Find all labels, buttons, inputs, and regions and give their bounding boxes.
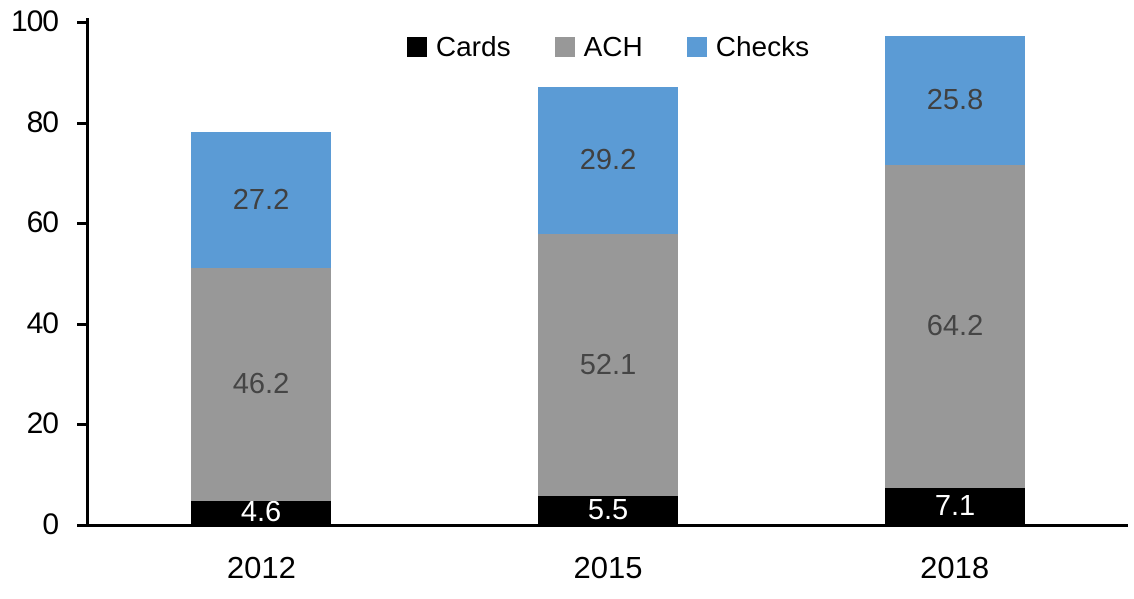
bar-segment-cards: 5.5 (538, 493, 678, 526)
y-axis-tick (77, 222, 86, 225)
y-axis-tick-label: 0 (42, 508, 59, 541)
y-axis-line (86, 18, 89, 527)
legend-label-checks: Checks (715, 31, 810, 62)
legend-label-ach: ACH (583, 31, 643, 62)
legend-swatch-ach (554, 37, 575, 57)
bar-segment-checks: 29.2 (538, 87, 678, 235)
legend-item-checks: Checks (686, 31, 810, 62)
bar-segment-ach: 52.1 (538, 234, 678, 497)
y-axis-tick-label: 20 (26, 407, 59, 441)
bar-segment-value-label: 4.6 (240, 495, 282, 528)
bar-segment-value-label: 64.2 (926, 310, 984, 343)
x-axis-category-label: 2018 (920, 550, 990, 585)
bar-segment-value-label: 46.2 (232, 368, 290, 401)
bar-segment-cards: 7.1 (885, 488, 1025, 524)
y-axis-tick-label: 100 (10, 5, 59, 38)
x-axis-category-label: 2015 (573, 550, 643, 585)
legend-label-cards: Cards (435, 31, 511, 62)
legend-swatch-cards (406, 37, 427, 57)
bar-segment-value-label: 29.2 (579, 144, 637, 177)
bar-segment-ach: 64.2 (885, 165, 1025, 489)
legend-item-ach: ACH (554, 31, 643, 62)
y-axis-tick (77, 323, 86, 326)
y-axis-tick (77, 524, 86, 527)
y-axis-tick-label: 80 (26, 105, 59, 139)
bar-segment-value-label: 25.8 (926, 83, 984, 116)
bar-segment-checks: 25.8 (885, 35, 1025, 166)
legend-item-cards: Cards (406, 31, 511, 62)
y-axis-tick (77, 423, 86, 426)
y-axis-tick (77, 122, 86, 125)
bar-segment-value-label: 5.5 (587, 493, 629, 526)
bar-segment-value-label: 52.1 (579, 348, 637, 381)
y-axis-tick-label: 40 (26, 306, 59, 340)
y-axis-tick-label: 60 (26, 206, 59, 240)
bar-segment-value-label: 27.2 (232, 183, 290, 216)
bar-segment-checks: 27.2 (191, 131, 331, 269)
x-axis-category-label: 2012 (226, 550, 296, 585)
legend-swatch-checks (686, 37, 707, 57)
bar-segment-cards: 4.6 (191, 495, 331, 528)
bar-segment-ach: 46.2 (191, 268, 331, 501)
x-axis-line (86, 524, 1128, 527)
y-axis-tick (77, 21, 86, 24)
bar-segment-value-label: 7.1 (934, 489, 976, 522)
chart-legend: Cards ACH Checks (88, 33, 1128, 61)
